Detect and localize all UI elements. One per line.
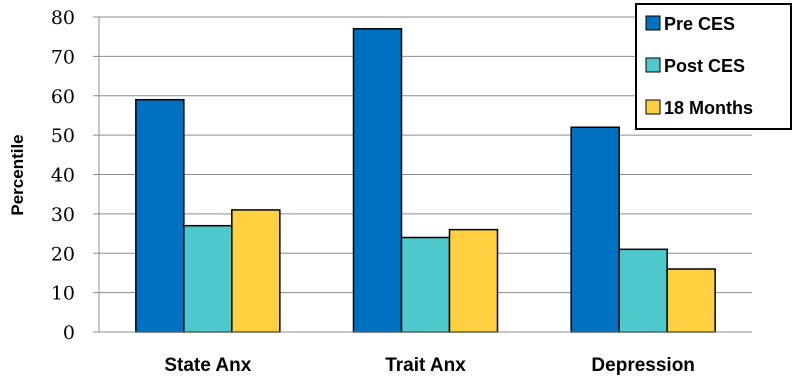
legend-entry: Post CES <box>664 56 745 76</box>
bar-18-months-state-anx <box>231 209 281 333</box>
y-axis: 0 10 20 30 40 50 60 70 80 <box>51 7 100 344</box>
y-tick-label: 10 <box>51 283 75 305</box>
y-tick-label: 50 <box>51 125 75 147</box>
bar-pre-ces-depression <box>570 126 620 333</box>
y-tick-label: 0 <box>63 322 75 344</box>
bar-18-months-depression <box>666 268 716 333</box>
y-tick-label: 20 <box>51 243 75 265</box>
x-tick-label: Depression <box>591 355 694 376</box>
bar-post-ces-depression <box>618 248 668 333</box>
legend: Pre CES Post CES 18 Months <box>635 3 792 130</box>
legend-swatch <box>645 99 661 115</box>
legend-entry: Pre CES <box>664 14 735 34</box>
bar-post-ces-state-anx <box>183 224 233 333</box>
bars <box>135 28 716 333</box>
y-tick-label: 40 <box>51 165 75 187</box>
x-tick-label: Trait Anx <box>385 355 466 376</box>
y-tick-label: 70 <box>51 46 75 68</box>
y-tick-label: 60 <box>51 86 75 108</box>
x-tick-label: State Anx <box>164 355 251 376</box>
bar-post-ces-trait-anx <box>400 236 451 333</box>
y-axis-label: Percentile <box>8 134 27 215</box>
y-tick-label: 80 <box>51 7 75 29</box>
y-tick-label: 30 <box>51 204 75 226</box>
legend-entry: 18 Months <box>664 98 753 118</box>
legend-swatch <box>645 15 661 31</box>
bar-pre-ces-state-anx <box>135 98 185 333</box>
bar-pre-ces-trait-anx <box>352 28 403 333</box>
x-axis: State Anx Trait Anx Depression <box>99 331 752 376</box>
legend-box <box>635 3 792 130</box>
bar-18-months-trait-anx <box>448 228 499 333</box>
legend-swatch <box>645 57 661 73</box>
